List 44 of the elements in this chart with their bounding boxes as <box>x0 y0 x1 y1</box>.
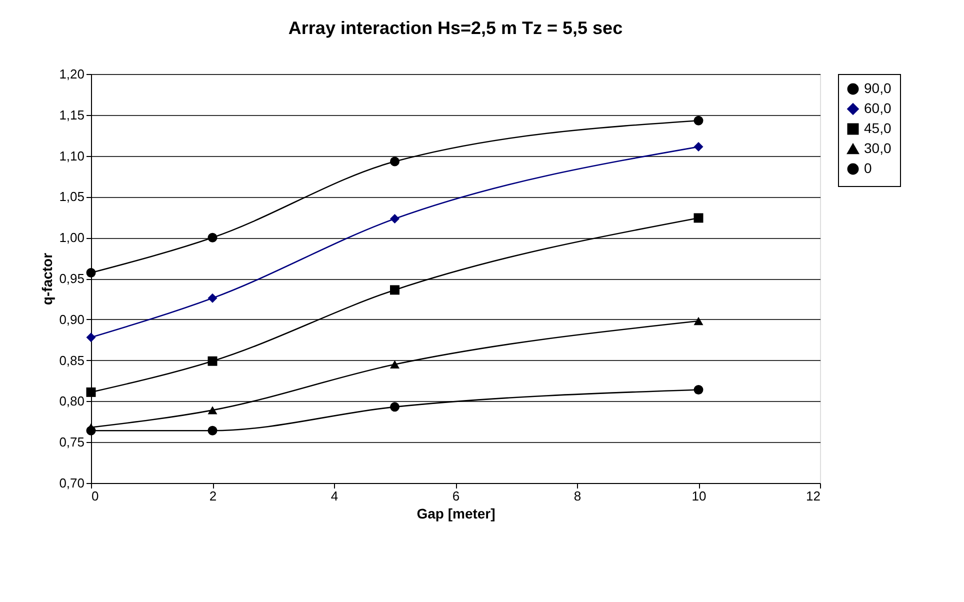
chart-title: Array interaction Hs=2,5 m Tz = 5,5 sec <box>288 18 623 38</box>
legend-label: 90,0 <box>864 80 892 96</box>
point <box>694 142 704 152</box>
x-tick-label: 4 <box>330 488 338 504</box>
legend-label: 45,0 <box>864 120 892 136</box>
y-tick-label: 1,05 <box>59 189 84 204</box>
x-tick-label: 2 <box>209 488 217 504</box>
y-tick-label: 0,80 <box>59 394 84 409</box>
y-tick-label: 0,95 <box>59 271 84 286</box>
point <box>86 387 96 397</box>
x-tick-label: 0 <box>92 488 99 504</box>
y-tick-label: 1,20 <box>59 66 84 82</box>
point <box>208 232 218 242</box>
x-tick-label: 12 <box>806 488 820 504</box>
point <box>390 402 400 412</box>
x-tick-label: 8 <box>574 488 582 504</box>
point <box>390 360 400 368</box>
point <box>208 356 218 366</box>
y-tick-label: 1,10 <box>59 148 84 164</box>
y-tick-label: 1,15 <box>59 107 84 122</box>
point <box>208 426 218 436</box>
y-tick-label: 0,90 <box>59 312 84 327</box>
point <box>208 293 218 303</box>
y-axis-title: q-factor <box>39 252 56 306</box>
x-tick-label: 10 <box>692 488 706 504</box>
point <box>694 316 704 326</box>
point <box>86 332 96 342</box>
point <box>208 406 218 414</box>
point <box>694 116 704 126</box>
legend-label: 30,0 <box>864 140 892 156</box>
y-tick-label: 0,70 <box>59 476 84 490</box>
point <box>694 385 704 394</box>
point <box>694 213 704 223</box>
legend-label: 60,0 <box>864 100 892 116</box>
point <box>86 423 96 432</box>
point <box>390 214 400 224</box>
y-tick-label: 0,75 <box>59 434 84 450</box>
legend-label: 0 <box>864 160 872 176</box>
point <box>390 156 400 166</box>
point <box>390 285 400 295</box>
y-tick-label: 1,00 <box>59 230 84 246</box>
x-tick-label: 6 <box>452 488 460 504</box>
x-axis-title: Gap [meter] <box>416 506 496 522</box>
y-tick-label: 0,85 <box>59 352 84 368</box>
